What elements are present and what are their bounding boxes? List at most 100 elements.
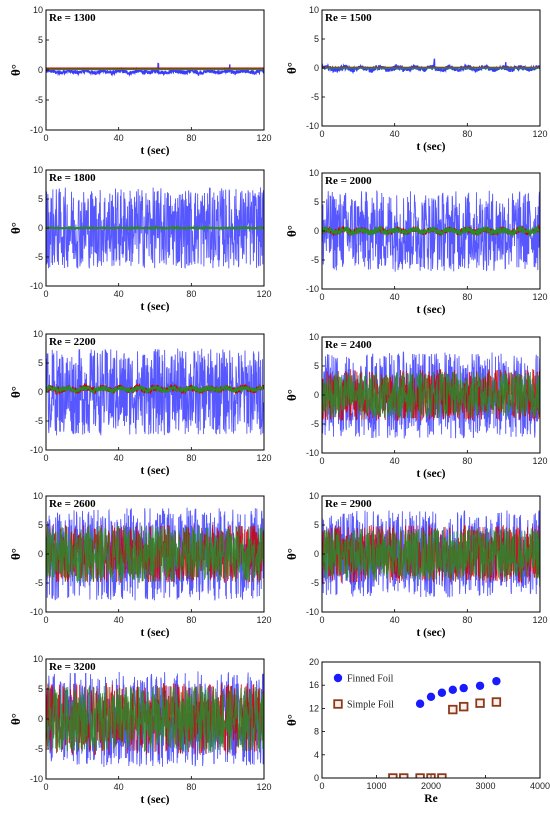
y-tick-label: 0 (38, 549, 43, 559)
y-tick-label: -10 (306, 284, 319, 294)
y-tick-label: -10 (306, 121, 319, 131)
y-tick-label: 5 (38, 194, 43, 204)
x-tick-label: 120 (256, 782, 271, 792)
y-tick-label: 10 (33, 329, 43, 339)
plot-area (322, 189, 540, 272)
plot-area (322, 351, 540, 439)
series-line-1 (46, 62, 264, 78)
x-tick-label: 40 (114, 782, 124, 792)
y-tick-label: -5 (311, 419, 319, 429)
y-tick-label: 8 (314, 727, 319, 737)
plot-area (46, 507, 264, 601)
reynolds-annotation: Re = 1300 (49, 12, 96, 24)
y-tick-label: 10 (309, 5, 319, 15)
plot-area (46, 62, 264, 78)
legend: Finned Foil Simple Foil (333, 673, 394, 711)
x-tick-label: 120 (532, 456, 547, 466)
x-tick-label: 0 (319, 781, 324, 791)
x-tick-label: 120 (256, 289, 271, 299)
reynolds-annotation: Re = 2200 (49, 336, 96, 348)
x-tick-label: 40 (114, 453, 124, 463)
x-tick-label: 0 (43, 289, 48, 299)
x-axis-label: t (sec) (140, 627, 169, 639)
series-line-3 (46, 525, 264, 583)
y-tick-label: -5 (35, 578, 43, 588)
x-tick-label: 80 (462, 129, 472, 139)
y-tick-label: 10 (309, 491, 319, 501)
point-simple-foil (475, 698, 485, 708)
x-tick-label: 80 (462, 615, 472, 625)
legend-marker-finned-foil (333, 673, 343, 683)
y-tick-label: -5 (311, 578, 319, 588)
x-tick-label: 0 (319, 292, 324, 302)
x-tick-label: 0 (319, 456, 324, 466)
point-finned-foil (459, 683, 468, 693)
y-tick-label: -10 (30, 125, 43, 135)
series-line-3 (46, 224, 264, 232)
point-finned-foil (448, 685, 457, 695)
y-axis-label: θ° (8, 386, 23, 398)
y-tick-label: -5 (35, 416, 43, 426)
annotation-background (47, 11, 109, 24)
y-tick-label: -5 (35, 95, 43, 105)
point-simple-foil (491, 697, 502, 707)
annotation-background (323, 497, 385, 510)
y-tick-label: -5 (311, 92, 319, 102)
y-tick-label: 5 (314, 361, 319, 371)
reynolds-annotation: Re = 2000 (325, 175, 372, 187)
x-tick-label: 80 (186, 782, 196, 792)
x-tick-label: 1000 (366, 781, 386, 791)
y-tick-label: 0 (314, 390, 319, 400)
x-tick-label: 80 (186, 453, 196, 463)
y-tick-label: 10 (33, 491, 43, 501)
y-tick-label: 5 (38, 684, 43, 694)
x-tick-label: 40 (390, 129, 400, 139)
point-finned-foil (492, 676, 501, 686)
point-finned-foil (475, 681, 485, 690)
plot-area (322, 58, 540, 75)
x-tick-label: 120 (532, 615, 547, 625)
y-tick-label: 0 (314, 226, 319, 236)
y-tick-label: 10 (309, 332, 319, 342)
x-tick-label: 40 (114, 289, 124, 299)
y-axis-label: θ° (8, 548, 23, 560)
plot-area (322, 510, 540, 598)
x-axis-label: t (sec) (140, 794, 169, 806)
y-tick-label: 10 (33, 654, 43, 664)
x-tick-label: 40 (390, 615, 400, 625)
x-tick-label: 0 (43, 615, 48, 625)
plot-area (46, 187, 264, 269)
series-line-3 (46, 685, 264, 753)
annotation-background (47, 171, 109, 184)
y-tick-label: 5 (314, 520, 319, 530)
y-tick-label: 5 (314, 197, 319, 207)
x-tick-label: 4000 (530, 781, 550, 791)
reynolds-annotation: Re = 3200 (49, 661, 96, 673)
y-tick-label: 16 (309, 680, 319, 690)
x-tick-label: 80 (186, 615, 196, 625)
point-finned-foil (415, 699, 425, 708)
x-axis-label: t (sec) (140, 145, 169, 157)
x-tick-label: 0 (319, 615, 324, 625)
x-axis-label: t (sec) (416, 141, 445, 153)
y-axis-label: θ° (284, 225, 299, 237)
y-tick-label: 12 (309, 703, 319, 713)
x-tick-label: 120 (532, 129, 547, 139)
x-axis-label: t (sec) (416, 304, 445, 316)
point-finned-foil (437, 688, 447, 697)
y-tick-label: -10 (306, 607, 319, 617)
series-line-3 (46, 383, 264, 396)
y-tick-label: 0 (314, 773, 319, 783)
series-line-1 (322, 189, 540, 272)
x-tick-label: 120 (256, 453, 271, 463)
x-tick-label: 80 (462, 292, 472, 302)
series-line-1 (46, 348, 264, 436)
